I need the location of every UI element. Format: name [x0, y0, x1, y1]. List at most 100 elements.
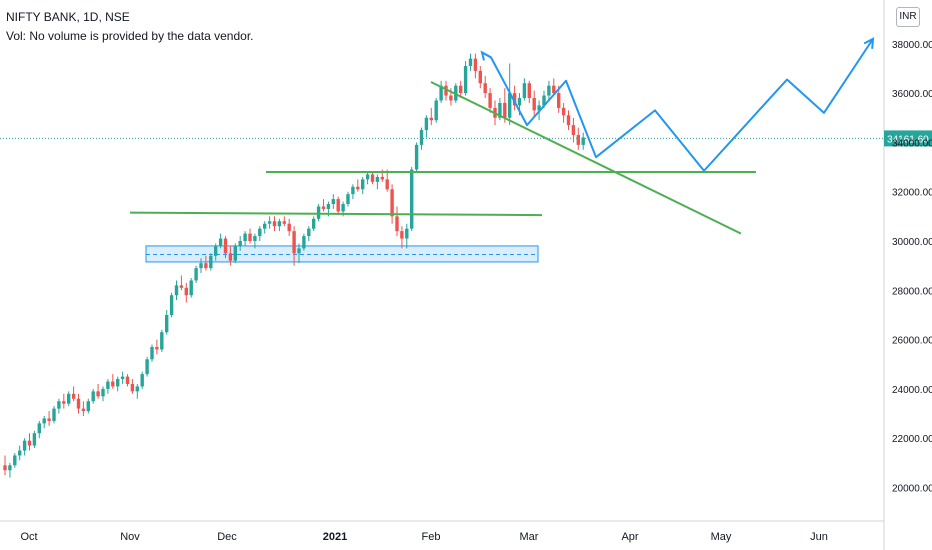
candle: [390, 184, 394, 224]
candle: [282, 216, 286, 227]
candle-body: [67, 393, 71, 404]
candle: [179, 275, 184, 291]
candle: [174, 280, 179, 301]
candle-body: [375, 176, 380, 182]
candle: [111, 374, 115, 389]
price-tick-label: 22000.00: [892, 434, 932, 445]
candle-body: [331, 199, 335, 205]
candle-body: [194, 268, 198, 281]
candle: [86, 398, 90, 414]
time-tick-label: Apr: [621, 531, 638, 543]
candle-body: [140, 374, 144, 387]
candle-body: [150, 346, 154, 360]
price-axis[interactable]: 38000.00 36000.00 34000.00 32000.00 30000.00…: [892, 40, 932, 495]
candle-body: [272, 221, 277, 227]
candle: [370, 171, 375, 185]
candle: [160, 329, 164, 352]
time-tick-label: Oct: [20, 531, 37, 543]
symbol-title: NIFTY BANK, 1D, NSE: [6, 10, 130, 24]
candle: [488, 88, 492, 113]
projection-start-arrow: [480, 50, 492, 61]
candle-body: [439, 85, 443, 101]
candle-body: [248, 233, 252, 241]
candle-body: [419, 130, 424, 145]
candle: [444, 80, 448, 101]
candle: [125, 374, 130, 387]
candle-body: [522, 83, 527, 99]
candle: [434, 98, 438, 123]
candle: [468, 53, 473, 71]
candle: [96, 383, 100, 399]
last-price-label: 34161.60: [887, 134, 929, 145]
currency-button[interactable]: INR: [896, 7, 920, 27]
candle: [272, 216, 277, 232]
candle-body: [503, 102, 507, 118]
time-axis[interactable]: Oct Nov Dec 2021 Feb Mar Apr May Jun: [20, 531, 827, 543]
candle: [243, 231, 247, 246]
candle: [346, 191, 350, 207]
candle: [218, 233, 223, 249]
candle: [385, 169, 389, 192]
candle-body: [130, 383, 135, 392]
candle-body: [233, 245, 237, 261]
candle-body: [385, 179, 389, 190]
candle-body: [356, 186, 360, 190]
candle: [263, 221, 267, 234]
candle: [400, 226, 404, 249]
candle-body: [434, 100, 438, 121]
candle: [365, 171, 370, 185]
candle-body: [557, 93, 561, 108]
candle-body: [542, 95, 546, 106]
candle: [101, 386, 105, 402]
candle: [228, 245, 233, 266]
candle: [81, 401, 86, 417]
candle-body: [165, 314, 169, 333]
time-tick-label: Jun: [810, 531, 828, 543]
candle: [566, 110, 571, 131]
candle-body: [86, 401, 90, 412]
candle: [233, 243, 237, 264]
price-tick-label: 28000.00: [892, 286, 932, 297]
candle: [522, 78, 527, 101]
candle-body: [8, 465, 12, 471]
candle: [169, 292, 174, 318]
candle-body: [576, 135, 580, 145]
candle: [336, 196, 340, 214]
candle: [581, 132, 585, 150]
candle-body: [76, 398, 81, 409]
last-price-badge: [884, 130, 932, 147]
projection-path[interactable]: [481, 38, 874, 172]
trendline-support-top[interactable]: [129, 211, 543, 217]
candle-body: [199, 263, 203, 269]
candle-body: [214, 245, 218, 256]
candle: [287, 218, 291, 237]
price-tick-label: 36000.00: [892, 89, 932, 100]
candle: [184, 282, 188, 303]
candle-body: [414, 144, 419, 170]
candle: [71, 386, 76, 402]
candle: [13, 452, 17, 468]
candle: [419, 127, 424, 150]
candle-body: [189, 280, 193, 296]
candle: [130, 379, 135, 394]
candle-body: [27, 440, 32, 446]
candle-body: [365, 174, 370, 180]
trendline-descending[interactable]: [430, 81, 742, 235]
candle: [135, 383, 139, 399]
candle-body: [341, 204, 345, 212]
candle-body: [120, 376, 125, 380]
candle-body: [449, 95, 453, 101]
candle-body: [292, 231, 296, 254]
time-tick-label: Nov: [120, 531, 140, 543]
candle-body: [277, 221, 282, 227]
support-zone[interactable]: [145, 245, 539, 263]
candle-body: [400, 231, 404, 239]
candle-body: [282, 221, 286, 224]
candle: [375, 174, 380, 190]
candle: [473, 53, 478, 79]
candle-body: [32, 433, 37, 446]
candle-body: [512, 93, 517, 106]
candle: [199, 258, 203, 274]
candle: [302, 233, 306, 251]
